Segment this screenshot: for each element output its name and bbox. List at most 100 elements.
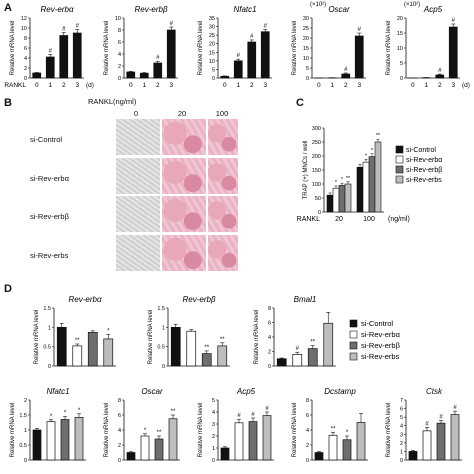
dose-label-100: 100 — [215, 109, 229, 118]
legend-swatch — [395, 155, 404, 164]
y-tick-label: 100 — [312, 182, 321, 188]
bar — [59, 35, 69, 79]
x-tick-label: 2 — [62, 82, 66, 89]
significance-mark: # — [296, 346, 300, 352]
micrograph-tile — [162, 158, 206, 194]
legend-swatch — [349, 341, 358, 350]
bar — [354, 35, 364, 79]
y-tick-label: 6 — [268, 321, 271, 327]
micrograph-tile — [162, 196, 206, 232]
bar — [247, 41, 257, 79]
x-tick-label: 0 — [129, 82, 133, 89]
y-axis-label: Relative mRNA level — [292, 403, 298, 458]
bar — [422, 430, 432, 461]
row-label-si-control: si-Control — [30, 135, 63, 144]
chart-a-nfatc1: Nfatc1 0 5 10 15 20 25 30 35 Relative mRNA level 0… — [198, 5, 272, 89]
x-tick-label: 1 — [424, 82, 428, 89]
y-tick-label: 30 — [209, 25, 215, 31]
y-tick-label: 0 — [268, 364, 271, 370]
significance-mark: * — [335, 180, 338, 186]
y-tick-label: 1.5 — [43, 306, 51, 312]
y-tick-label: 8 — [118, 398, 121, 404]
row-label-si-rev-erbs: si-Rev-erbs — [30, 251, 69, 260]
y-tick-label: 6 — [118, 40, 121, 46]
x-tick-label: 0 — [411, 82, 415, 89]
bar — [262, 415, 272, 461]
x-tick-label: 1 — [236, 82, 240, 89]
bar — [276, 358, 287, 367]
y-tick-label: 0 — [400, 76, 403, 82]
bar — [74, 417, 84, 461]
y-tick-label: 4 — [118, 428, 121, 434]
significance-mark: # — [452, 18, 456, 24]
y-tick-label: 250 — [312, 140, 321, 146]
y-axis-label: Relative mRNA level — [10, 403, 16, 458]
y-tick-label: 2 — [24, 398, 27, 404]
chart-d-bmal1: Bmal1 0 2 4 6 8 Relative mRNA level # ** — [254, 295, 336, 370]
chart-title: Rev-erbα — [40, 5, 73, 14]
significance-mark: # — [438, 68, 442, 74]
y-tick-label: 0 — [212, 76, 215, 82]
y-tick-label: 200 — [312, 154, 321, 160]
x-unit-label: (ng/ml) — [388, 216, 410, 223]
row-label-si-rev-erba: si-Rev-erbα — [30, 174, 69, 183]
y-axis-label: Relative mRNA level — [386, 403, 392, 458]
y-tick-label: 15 — [209, 50, 215, 56]
x-tick-label: 0 — [35, 82, 39, 89]
legend-label: si-Control — [361, 319, 393, 328]
bar — [326, 194, 334, 213]
x-unit-label: (d) — [462, 82, 470, 89]
y-tick-label: 0 — [318, 210, 321, 216]
y-tick-label: 4 — [268, 335, 271, 341]
bar — [60, 419, 70, 461]
chart-title: Acp5 — [236, 387, 256, 396]
chart-d-ctsk: Ctsk 0 1 2 3 4 5 6 7 Relative mRNA level # # # — [386, 387, 462, 464]
significance-mark: # — [453, 405, 457, 411]
y-tick-label: 2 — [268, 350, 271, 356]
significance-mark: # — [439, 415, 443, 421]
scale-note: (×10²) — [404, 2, 420, 8]
micrograph-tile — [208, 196, 238, 232]
bar — [166, 29, 176, 79]
y-tick-label: 0 — [306, 458, 309, 464]
micrograph-tile — [208, 235, 238, 271]
significance-mark: # — [62, 27, 66, 33]
micrograph-tile — [208, 158, 238, 194]
y-tick-label: 5 — [400, 415, 403, 421]
significance-mark: * — [371, 148, 374, 154]
y-tick-label: 8 — [118, 28, 121, 34]
micrograph-tile — [208, 119, 238, 155]
y-tick-label: 2 — [118, 64, 121, 70]
bar — [260, 31, 270, 79]
y-axis-label: Relative mRNA level — [386, 21, 392, 76]
significance-mark: * — [78, 408, 81, 414]
chart-title: Nfatc1 — [46, 387, 69, 396]
bar — [103, 338, 114, 367]
bar — [72, 345, 83, 367]
chart-title: Rev-erbβ — [134, 5, 167, 14]
y-tick-label: 2 — [118, 443, 121, 449]
chart-title: Oscar — [328, 5, 350, 14]
legend-label: si-Rev-erbβ — [406, 167, 442, 174]
y-tick-label: 150 — [312, 168, 321, 174]
y-tick-label: 4 — [212, 410, 215, 416]
y-tick-label: 8 — [306, 398, 309, 404]
bar — [168, 418, 178, 461]
y-tick-label: 1.5 — [157, 306, 165, 312]
y-tick-label: 20 — [397, 16, 403, 22]
bar — [154, 438, 164, 461]
bar — [374, 141, 382, 213]
x-tick-label: 1 — [142, 82, 146, 89]
bar — [362, 161, 370, 213]
y-tick-label: 0 — [400, 458, 403, 464]
bar — [87, 332, 98, 367]
micrograph-tile — [116, 196, 160, 232]
y-tick-label: 1 — [212, 446, 215, 452]
bar — [328, 434, 338, 461]
bar — [72, 32, 82, 79]
row-label-si-rev-erbb: si-Rev-erbβ — [30, 212, 69, 221]
x-tick-label: 0 — [223, 82, 227, 89]
bar — [344, 183, 352, 213]
